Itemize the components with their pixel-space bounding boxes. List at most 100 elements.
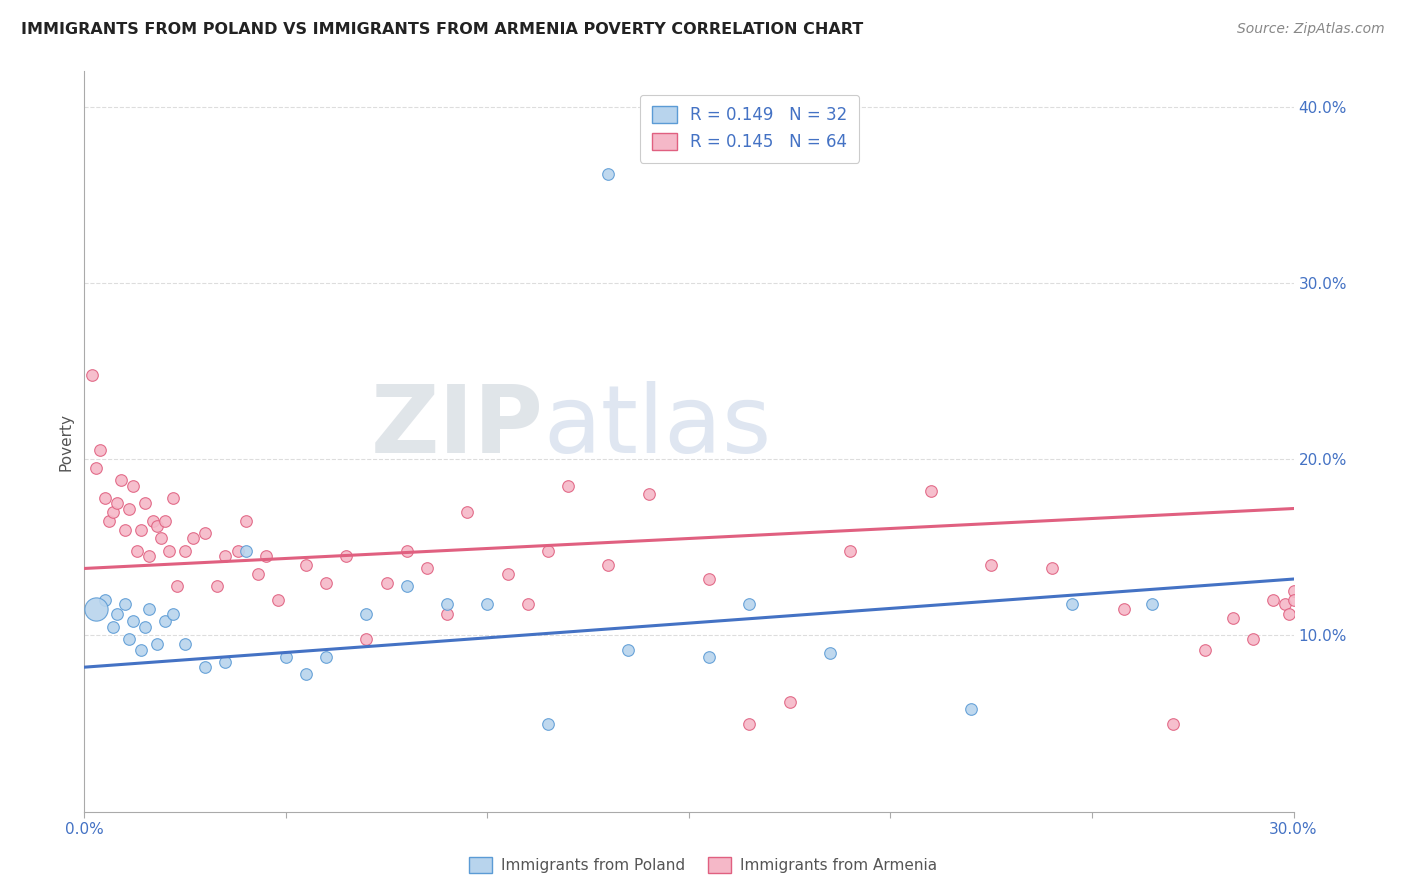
Point: [235, 544, 257, 558]
Text: ZIP: ZIP: [371, 381, 544, 473]
Point: [129, 642, 152, 657]
Point: [537, 716, 560, 731]
Point: [153, 615, 176, 629]
Point: [114, 597, 136, 611]
Point: [105, 607, 128, 622]
Text: Source: ZipAtlas.com: Source: ZipAtlas.com: [1237, 22, 1385, 37]
Point: [1278, 607, 1301, 622]
Point: [1040, 561, 1063, 575]
Legend: R = 0.149   N = 32, R = 0.145   N = 64: R = 0.149 N = 32, R = 0.145 N = 64: [640, 95, 859, 162]
Point: [125, 544, 148, 558]
Point: [214, 549, 236, 563]
Text: atlas: atlas: [544, 381, 772, 473]
Point: [134, 496, 156, 510]
Point: [557, 478, 579, 492]
Point: [101, 505, 124, 519]
Point: [246, 566, 269, 581]
Point: [194, 526, 217, 541]
Point: [738, 597, 761, 611]
Point: [82, 368, 104, 382]
Point: [356, 632, 378, 646]
Point: [121, 615, 143, 629]
Point: [375, 575, 398, 590]
Point: [1161, 716, 1184, 731]
Legend: Immigrants from Poland, Immigrants from Armenia: Immigrants from Poland, Immigrants from …: [463, 851, 943, 879]
Point: [416, 561, 439, 575]
Point: [105, 496, 128, 510]
Point: [496, 566, 519, 581]
Point: [1114, 602, 1136, 616]
Point: [920, 483, 942, 498]
Point: [129, 523, 152, 537]
Point: [598, 167, 620, 181]
Point: [516, 597, 538, 611]
Point: [174, 637, 197, 651]
Point: [839, 544, 862, 558]
Point: [436, 597, 458, 611]
Point: [1263, 593, 1285, 607]
Point: [86, 602, 108, 616]
Point: [697, 572, 720, 586]
Point: [153, 514, 176, 528]
Point: [1142, 597, 1164, 611]
Point: [194, 660, 217, 674]
Point: [97, 514, 120, 528]
Point: [295, 667, 318, 681]
Point: [93, 593, 115, 607]
Point: [207, 579, 229, 593]
Point: [138, 549, 160, 563]
Point: [738, 716, 761, 731]
Point: [162, 607, 184, 622]
Point: [697, 649, 720, 664]
Point: [980, 558, 1002, 572]
Point: [86, 461, 108, 475]
Point: [254, 549, 277, 563]
Point: [134, 619, 156, 633]
Point: [295, 558, 318, 572]
Point: [162, 491, 184, 505]
Point: [1194, 642, 1216, 657]
Y-axis label: Poverty: Poverty: [58, 412, 73, 471]
Point: [960, 702, 983, 716]
Point: [395, 579, 418, 593]
Point: [214, 655, 236, 669]
Point: [456, 505, 478, 519]
Point: [235, 514, 257, 528]
Point: [1222, 611, 1244, 625]
Point: [1282, 593, 1305, 607]
Point: [174, 544, 197, 558]
Point: [267, 593, 290, 607]
Point: [121, 478, 143, 492]
Point: [1282, 584, 1305, 599]
Point: [101, 619, 124, 633]
Point: [274, 649, 297, 664]
Point: [114, 523, 136, 537]
Point: [118, 632, 141, 646]
Point: [537, 544, 560, 558]
Point: [356, 607, 378, 622]
Point: [315, 575, 337, 590]
Point: [395, 544, 418, 558]
Point: [818, 646, 841, 660]
Point: [146, 519, 169, 533]
Point: [157, 544, 180, 558]
Point: [1241, 632, 1264, 646]
Point: [598, 558, 620, 572]
Point: [637, 487, 659, 501]
Point: [110, 473, 132, 487]
Point: [1060, 597, 1083, 611]
Point: [118, 501, 141, 516]
Text: IMMIGRANTS FROM POLAND VS IMMIGRANTS FROM ARMENIA POVERTY CORRELATION CHART: IMMIGRANTS FROM POLAND VS IMMIGRANTS FRO…: [21, 22, 863, 37]
Point: [335, 549, 357, 563]
Point: [149, 532, 172, 546]
Point: [89, 443, 111, 458]
Point: [166, 579, 188, 593]
Point: [226, 544, 249, 558]
Point: [436, 607, 458, 622]
Point: [477, 597, 499, 611]
Point: [146, 637, 169, 651]
Point: [142, 514, 165, 528]
Point: [617, 642, 640, 657]
Point: [315, 649, 337, 664]
Point: [1274, 597, 1296, 611]
